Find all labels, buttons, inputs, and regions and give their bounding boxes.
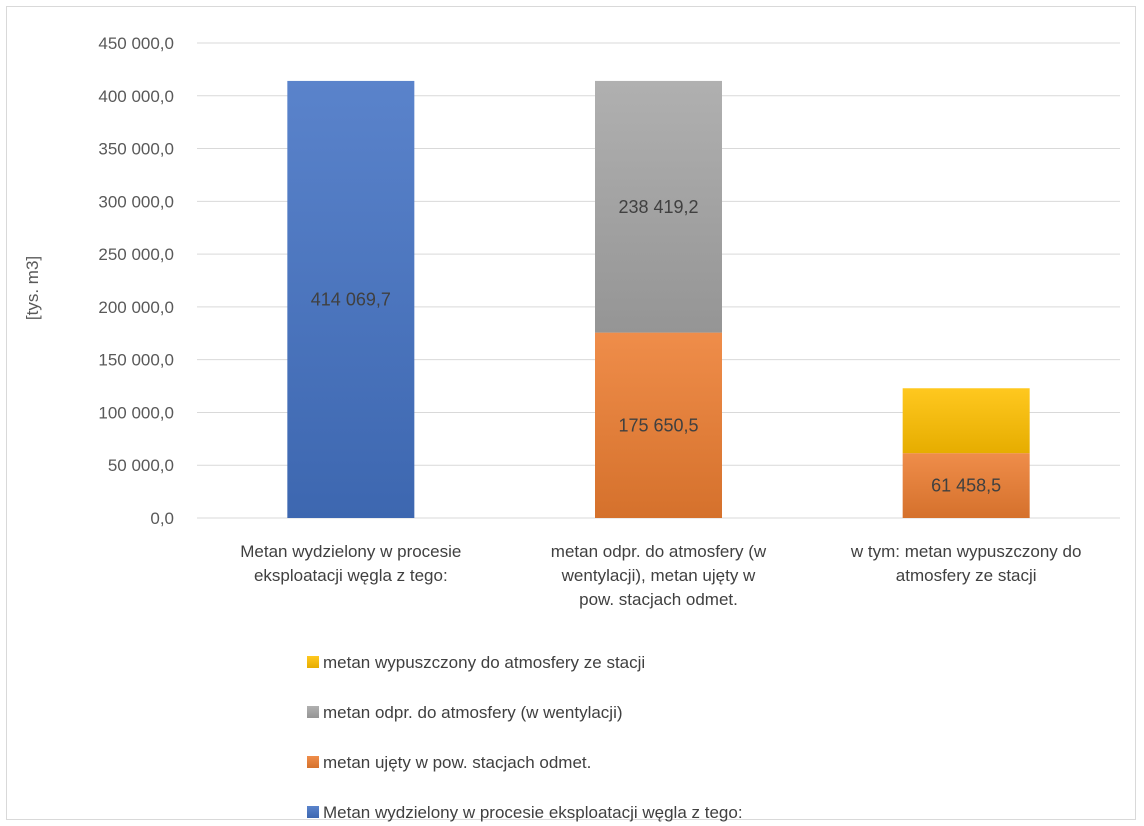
legend-label: metan ujęty w pow. stacjach odmet. (323, 753, 591, 772)
legend-item: metan odpr. do atmosfery (w wentylacji) (307, 703, 623, 722)
legend: metan wypuszczony do atmosfery ze stacji… (307, 653, 743, 822)
y-axis-label: [tys. m3] (23, 256, 42, 320)
legend-swatch (307, 706, 319, 718)
category-label: w tym: metan wypuszczony do (850, 542, 1082, 561)
category-label: atmosfery ze stacji (896, 566, 1037, 585)
legend-label: metan wypuszczony do atmosfery ze stacji (323, 653, 645, 672)
data-label: 238 419,2 (618, 197, 698, 217)
x-axis-categories: Metan wydzielony w procesie eksploatacji … (240, 542, 1081, 609)
legend-label: Metan wydzielony w procesie eksploatacji… (323, 803, 743, 822)
y-tick-label: 400 000,0 (98, 87, 174, 106)
bar-segment (902, 388, 1030, 454)
legend-swatch (307, 806, 319, 818)
legend-item: Metan wydzielony w procesie eksploatacji… (307, 803, 743, 822)
y-tick-label: 0,0 (150, 509, 174, 528)
data-label: 61 458,5 (931, 476, 1001, 496)
bar-segment (902, 453, 1030, 518)
category-label: metan odpr. do atmosfery (w (551, 542, 767, 561)
legend-item: metan ujęty w pow. stacjach odmet. (307, 753, 591, 772)
legend-item: metan wypuszczony do atmosfery ze stacji (307, 653, 645, 672)
y-tick-label: 350 000,0 (98, 140, 174, 159)
data-labels: 414 069,7 175 650,5 238 419,2 61 458,5 (311, 197, 1001, 496)
category-label: pow. stacjach odmet. (579, 590, 738, 609)
y-tick-label: 50 000,0 (108, 456, 174, 475)
bar-segment (287, 80, 415, 519)
y-tick-label: 300 000,0 (98, 192, 174, 211)
y-tick-label: 450 000,0 (98, 34, 174, 53)
y-axis-ticks: 0,0 50 000,0 100 000,0 150 000,0 200 000,0 25… (98, 34, 174, 528)
data-label: 175 650,5 (618, 415, 698, 435)
legend-swatch (307, 756, 319, 768)
category-label: eksploatacji węgla z tego: (254, 566, 448, 585)
bar-segment (595, 332, 722, 518)
data-label: 414 069,7 (311, 289, 391, 309)
bar-segment (595, 80, 722, 333)
y-tick-label: 150 000,0 (98, 351, 174, 370)
bars (287, 80, 1030, 519)
y-tick-label: 250 000,0 (98, 245, 174, 264)
legend-swatch (307, 656, 319, 668)
y-tick-label: 200 000,0 (98, 298, 174, 317)
category-label: Metan wydzielony w procesie (240, 542, 461, 561)
y-tick-label: 100 000,0 (98, 403, 174, 422)
category-label: wentylacji), metan ujęty w (561, 566, 756, 585)
legend-label: metan odpr. do atmosfery (w wentylacji) (323, 703, 623, 722)
